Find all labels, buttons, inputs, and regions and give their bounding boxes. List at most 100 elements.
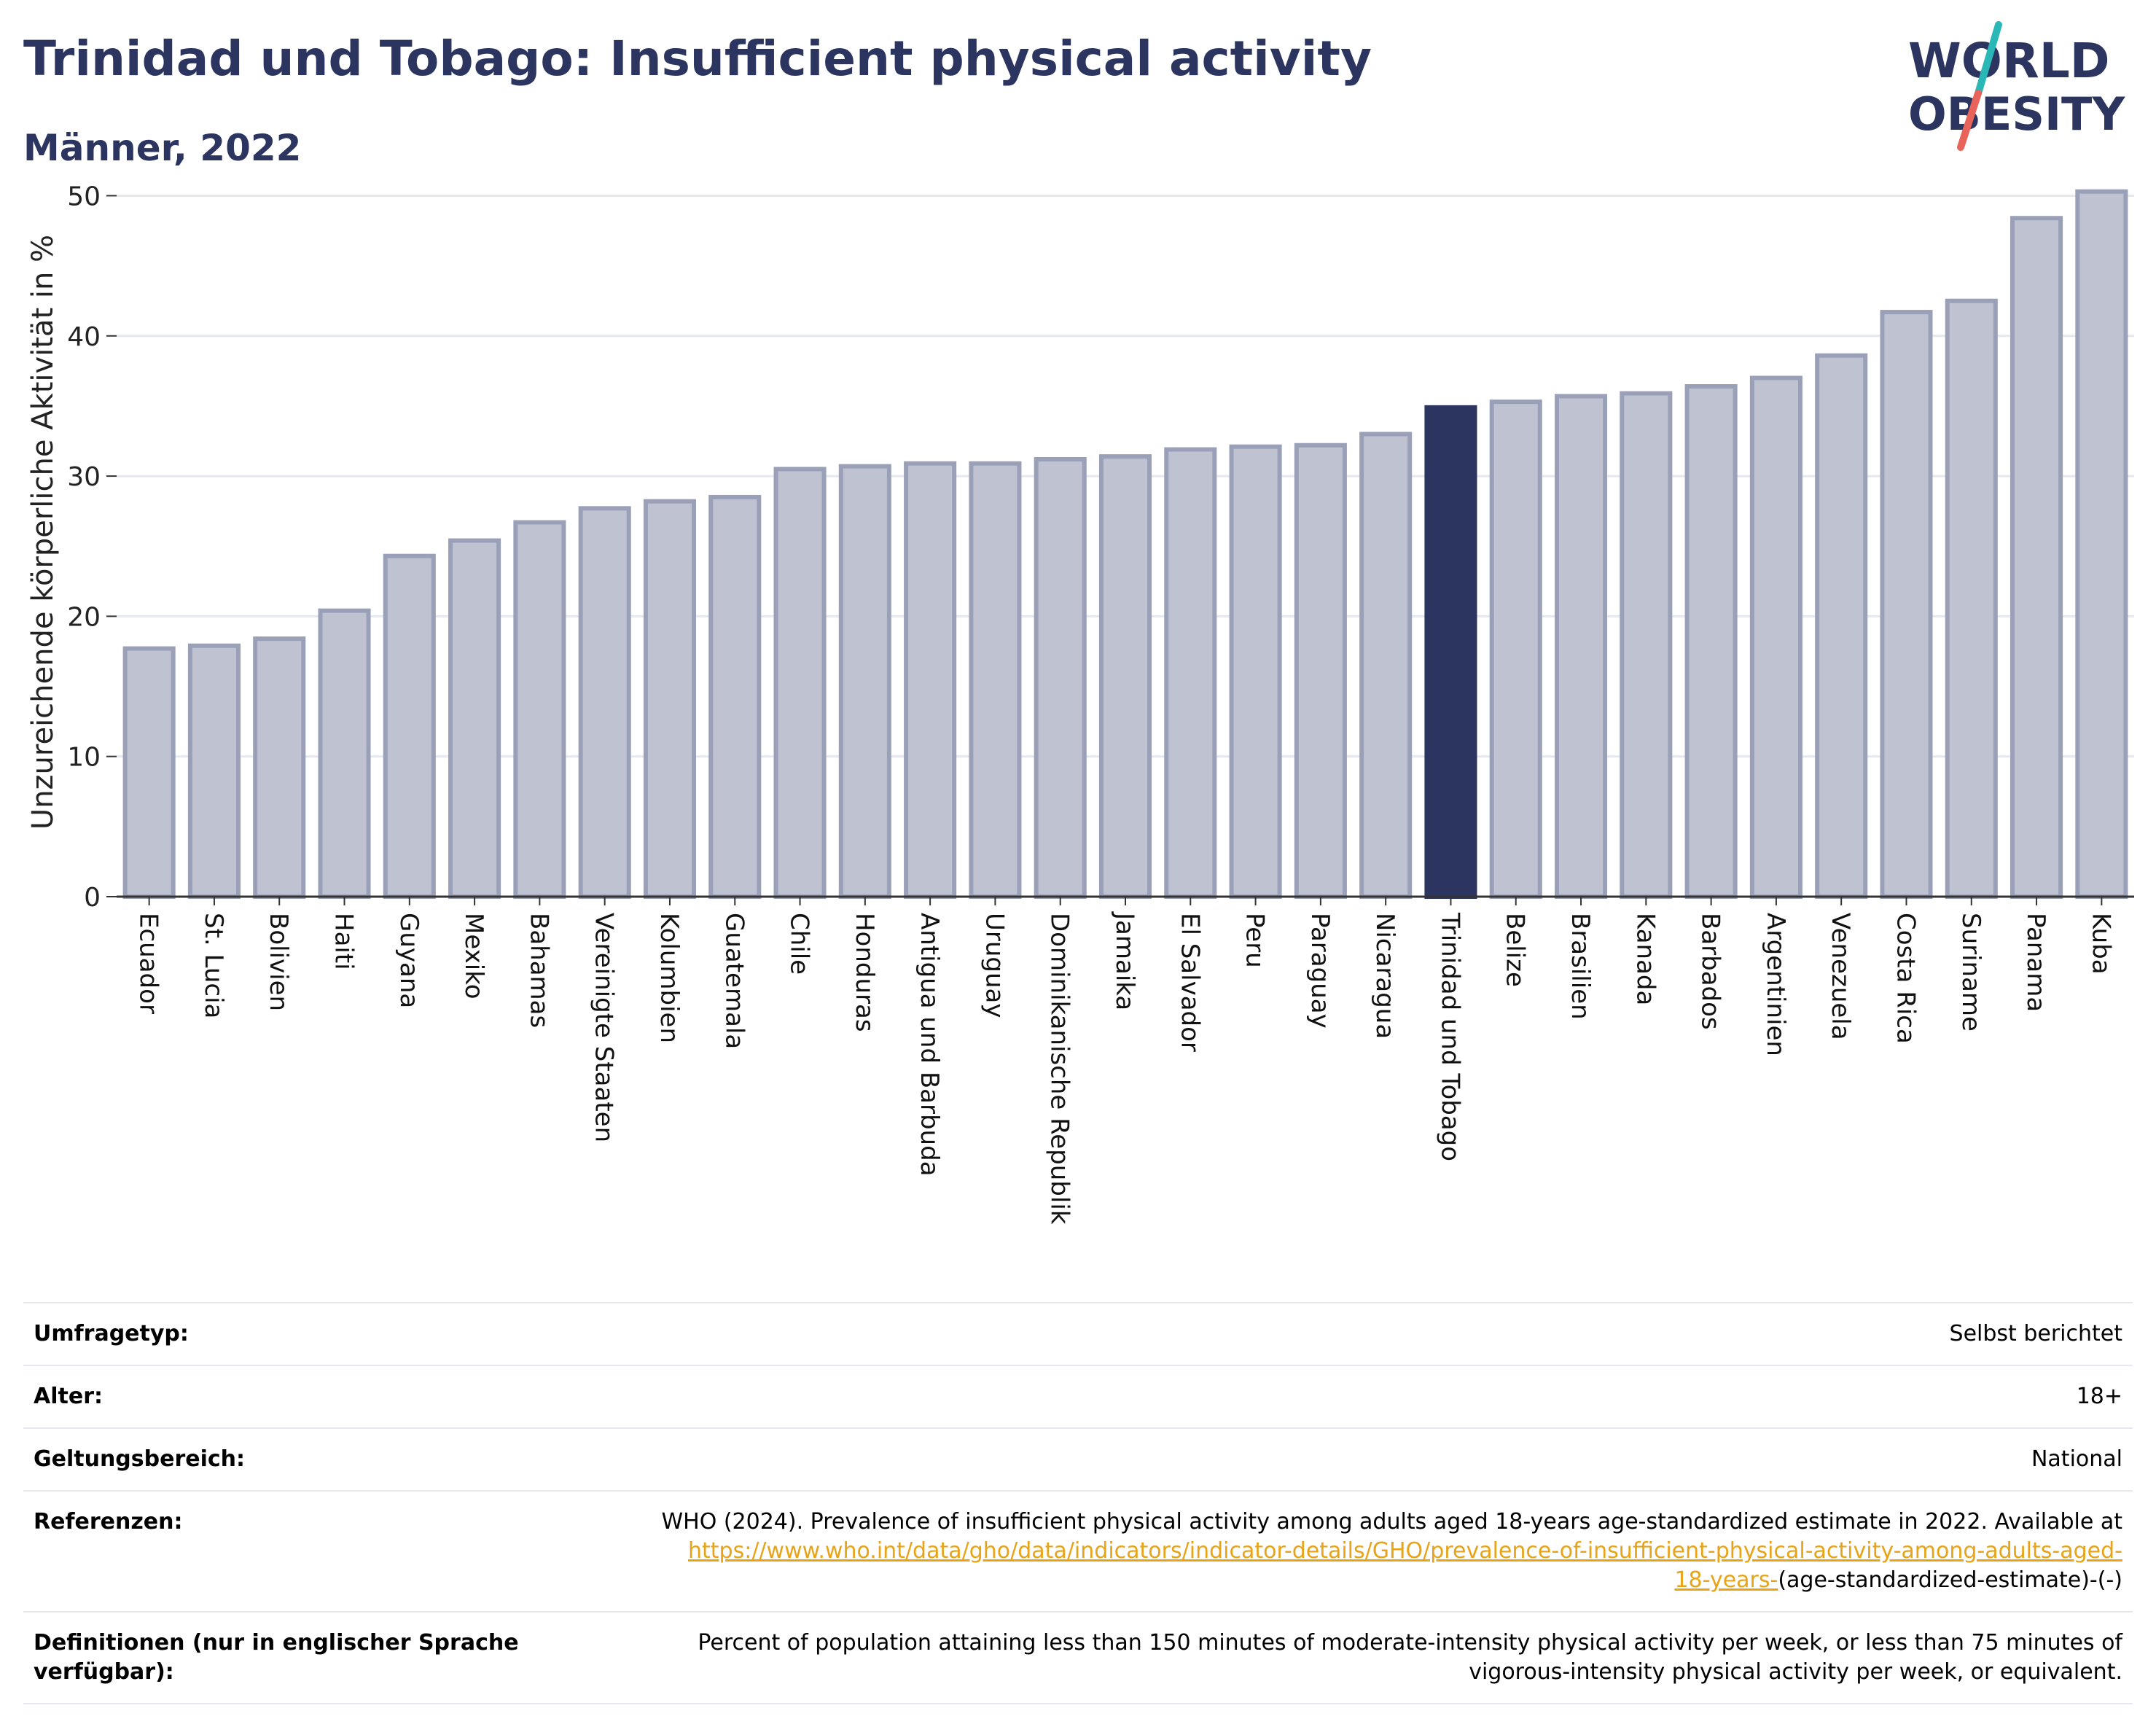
references-label: Referenzen: — [23, 1490, 554, 1612]
logo-text-obesity: OBESITY — [1908, 87, 2125, 141]
bar — [2075, 189, 2128, 899]
bar — [1229, 444, 1282, 899]
x-tick-label: Bolivien — [264, 913, 293, 1011]
reference-text: WHO (2024). Prevalence of insufficient p… — [661, 1509, 2122, 1535]
bar-chart: 0 10 20 30 40 50 Ecuador St. Lucia Bolivien Hait… — [26, 182, 2134, 1225]
chart-title: Trinidad und Tobago: Insufficient physic… — [23, 31, 1372, 87]
y-axis-label: Unzureichende körperliche Aktivität in % — [26, 235, 60, 830]
bars — [122, 189, 2128, 900]
bar — [904, 461, 957, 899]
x-tick-label: Suriname — [1956, 913, 1985, 1032]
logo-slash-top — [1975, 21, 2002, 97]
references-value: WHO (2024). Prevalence of insufficient p… — [554, 1490, 2133, 1612]
x-tick-label: Belize — [1501, 913, 1530, 987]
definitions-text-line1: Percent of population attaining less tha… — [698, 1630, 2122, 1656]
bar — [1684, 384, 1738, 899]
reference-link-continued[interactable]: 18-years- — [1674, 1567, 1778, 1593]
x-tick-label: Dominikanische Republik — [1045, 913, 1074, 1225]
bar — [1554, 394, 1608, 899]
bar — [383, 553, 436, 899]
y-axis-ticks: 0 10 20 30 40 50 — [67, 182, 117, 913]
x-tick-label: Jamaika — [1110, 911, 1139, 1010]
x-tick-label: Guatemala — [719, 913, 749, 1049]
logo-text-world: WORLD — [1908, 33, 2110, 89]
bar — [122, 646, 176, 899]
x-tick-label: Venezuela — [1826, 913, 1855, 1040]
bar — [643, 499, 697, 899]
x-tick-label: Haiti — [329, 913, 359, 970]
bar-highlight — [1424, 405, 1477, 899]
survey-type-label: Umfragetyp: — [23, 1302, 554, 1365]
bar — [1489, 399, 1542, 899]
scope-value: National — [554, 1427, 2133, 1491]
bar — [2010, 216, 2063, 899]
bar — [969, 461, 1022, 899]
logo-slash-bottom — [1957, 90, 1982, 151]
bar — [1034, 457, 1087, 899]
world-obesity-logo: WORLD OBESITY — [1908, 21, 2125, 151]
x-tick-label: Ecuador — [134, 913, 163, 1014]
age-label: Alter: — [23, 1365, 554, 1428]
info-table: Umfragetyp: Selbst berichtet Alter: 18+ … — [23, 1302, 2133, 1704]
info-row-definitions: Definitionen (nur in englischer Sprache … — [23, 1611, 2133, 1704]
x-tick-label: Guyana — [394, 913, 423, 1008]
bar — [1294, 442, 1347, 899]
bar — [448, 538, 501, 899]
x-tick-label: Uruguay — [980, 913, 1009, 1018]
definitions-label-line1: Definitionen (nur in englischer Sprache — [34, 1630, 519, 1656]
info-row-references: Referenzen: WHO (2024). Prevalence of in… — [23, 1490, 2133, 1612]
reference-link[interactable]: https://www.who.int/data/gho/data/indica… — [688, 1538, 2122, 1564]
bar — [253, 636, 306, 900]
bar — [318, 608, 371, 899]
x-tick-label: St. Lucia — [199, 913, 228, 1018]
x-tick-label: Chile — [785, 913, 814, 975]
bar — [578, 506, 631, 899]
x-tick-label: Panama — [2021, 913, 2050, 1012]
x-tick-label: Argentinien — [1761, 913, 1790, 1056]
bar — [513, 520, 566, 899]
info-row-survey: Umfragetyp: Selbst berichtet — [23, 1302, 2133, 1365]
x-tick-label: Vereinigte Staaten — [590, 913, 619, 1142]
reference-tail: (age-standardized-estimate)-(-) — [1778, 1567, 2122, 1593]
bar — [1815, 353, 1868, 899]
bar — [1749, 375, 1802, 899]
definitions-value: Percent of population attaining less tha… — [554, 1611, 2133, 1704]
x-tick-label: Kuba — [2086, 913, 2115, 975]
bar — [1880, 310, 1933, 900]
y-tick-label: 10 — [67, 743, 101, 773]
x-tick-label: Paraguay — [1305, 913, 1335, 1029]
info-row-scope: Geltungsbereich: National — [23, 1427, 2133, 1491]
chart-subtitle: Männer, 2022 — [23, 127, 302, 169]
x-tick-label: Peru — [1241, 913, 1270, 968]
info-row-age: Alter: 18+ — [23, 1365, 2133, 1428]
bar — [838, 464, 891, 899]
scope-label: Geltungsbereich: — [23, 1427, 554, 1491]
y-tick-label: 50 — [67, 182, 101, 211]
y-tick-label: 0 — [84, 883, 101, 913]
age-value: 18+ — [554, 1365, 2133, 1428]
definitions-label: Definitionen (nur in englischer Sprache … — [23, 1611, 554, 1704]
x-axis-labels: Ecuador St. Lucia Bolivien Haiti Guyana Mexik… — [134, 897, 2115, 1225]
y-tick-label: 20 — [67, 602, 101, 632]
bar — [1164, 447, 1217, 899]
bar — [1359, 432, 1413, 899]
x-tick-label: Brasilien — [1566, 913, 1595, 1020]
x-tick-label: Nicaragua — [1370, 913, 1399, 1039]
x-tick-label: Barbados — [1696, 913, 1725, 1030]
bar — [773, 467, 827, 899]
definitions-label-line2: verfügbar): — [34, 1659, 174, 1685]
x-tick-label: Costa Rica — [1891, 913, 1920, 1044]
x-tick-label: Antigua und Barbuda — [915, 913, 944, 1177]
y-tick-label: 30 — [67, 462, 101, 492]
bar — [1620, 391, 1673, 899]
x-tick-label: El Salvador — [1175, 913, 1204, 1052]
x-tick-label: Kolumbien — [655, 913, 684, 1043]
bar — [1098, 454, 1152, 899]
bar — [1945, 298, 1998, 899]
bar — [187, 643, 241, 899]
y-tick-label: 40 — [67, 322, 101, 352]
x-tick-label: Trinidad und Tobago — [1435, 912, 1464, 1161]
bar — [708, 494, 762, 899]
x-tick-label: Bahamas — [524, 913, 553, 1028]
x-tick-label: Honduras — [850, 913, 879, 1032]
